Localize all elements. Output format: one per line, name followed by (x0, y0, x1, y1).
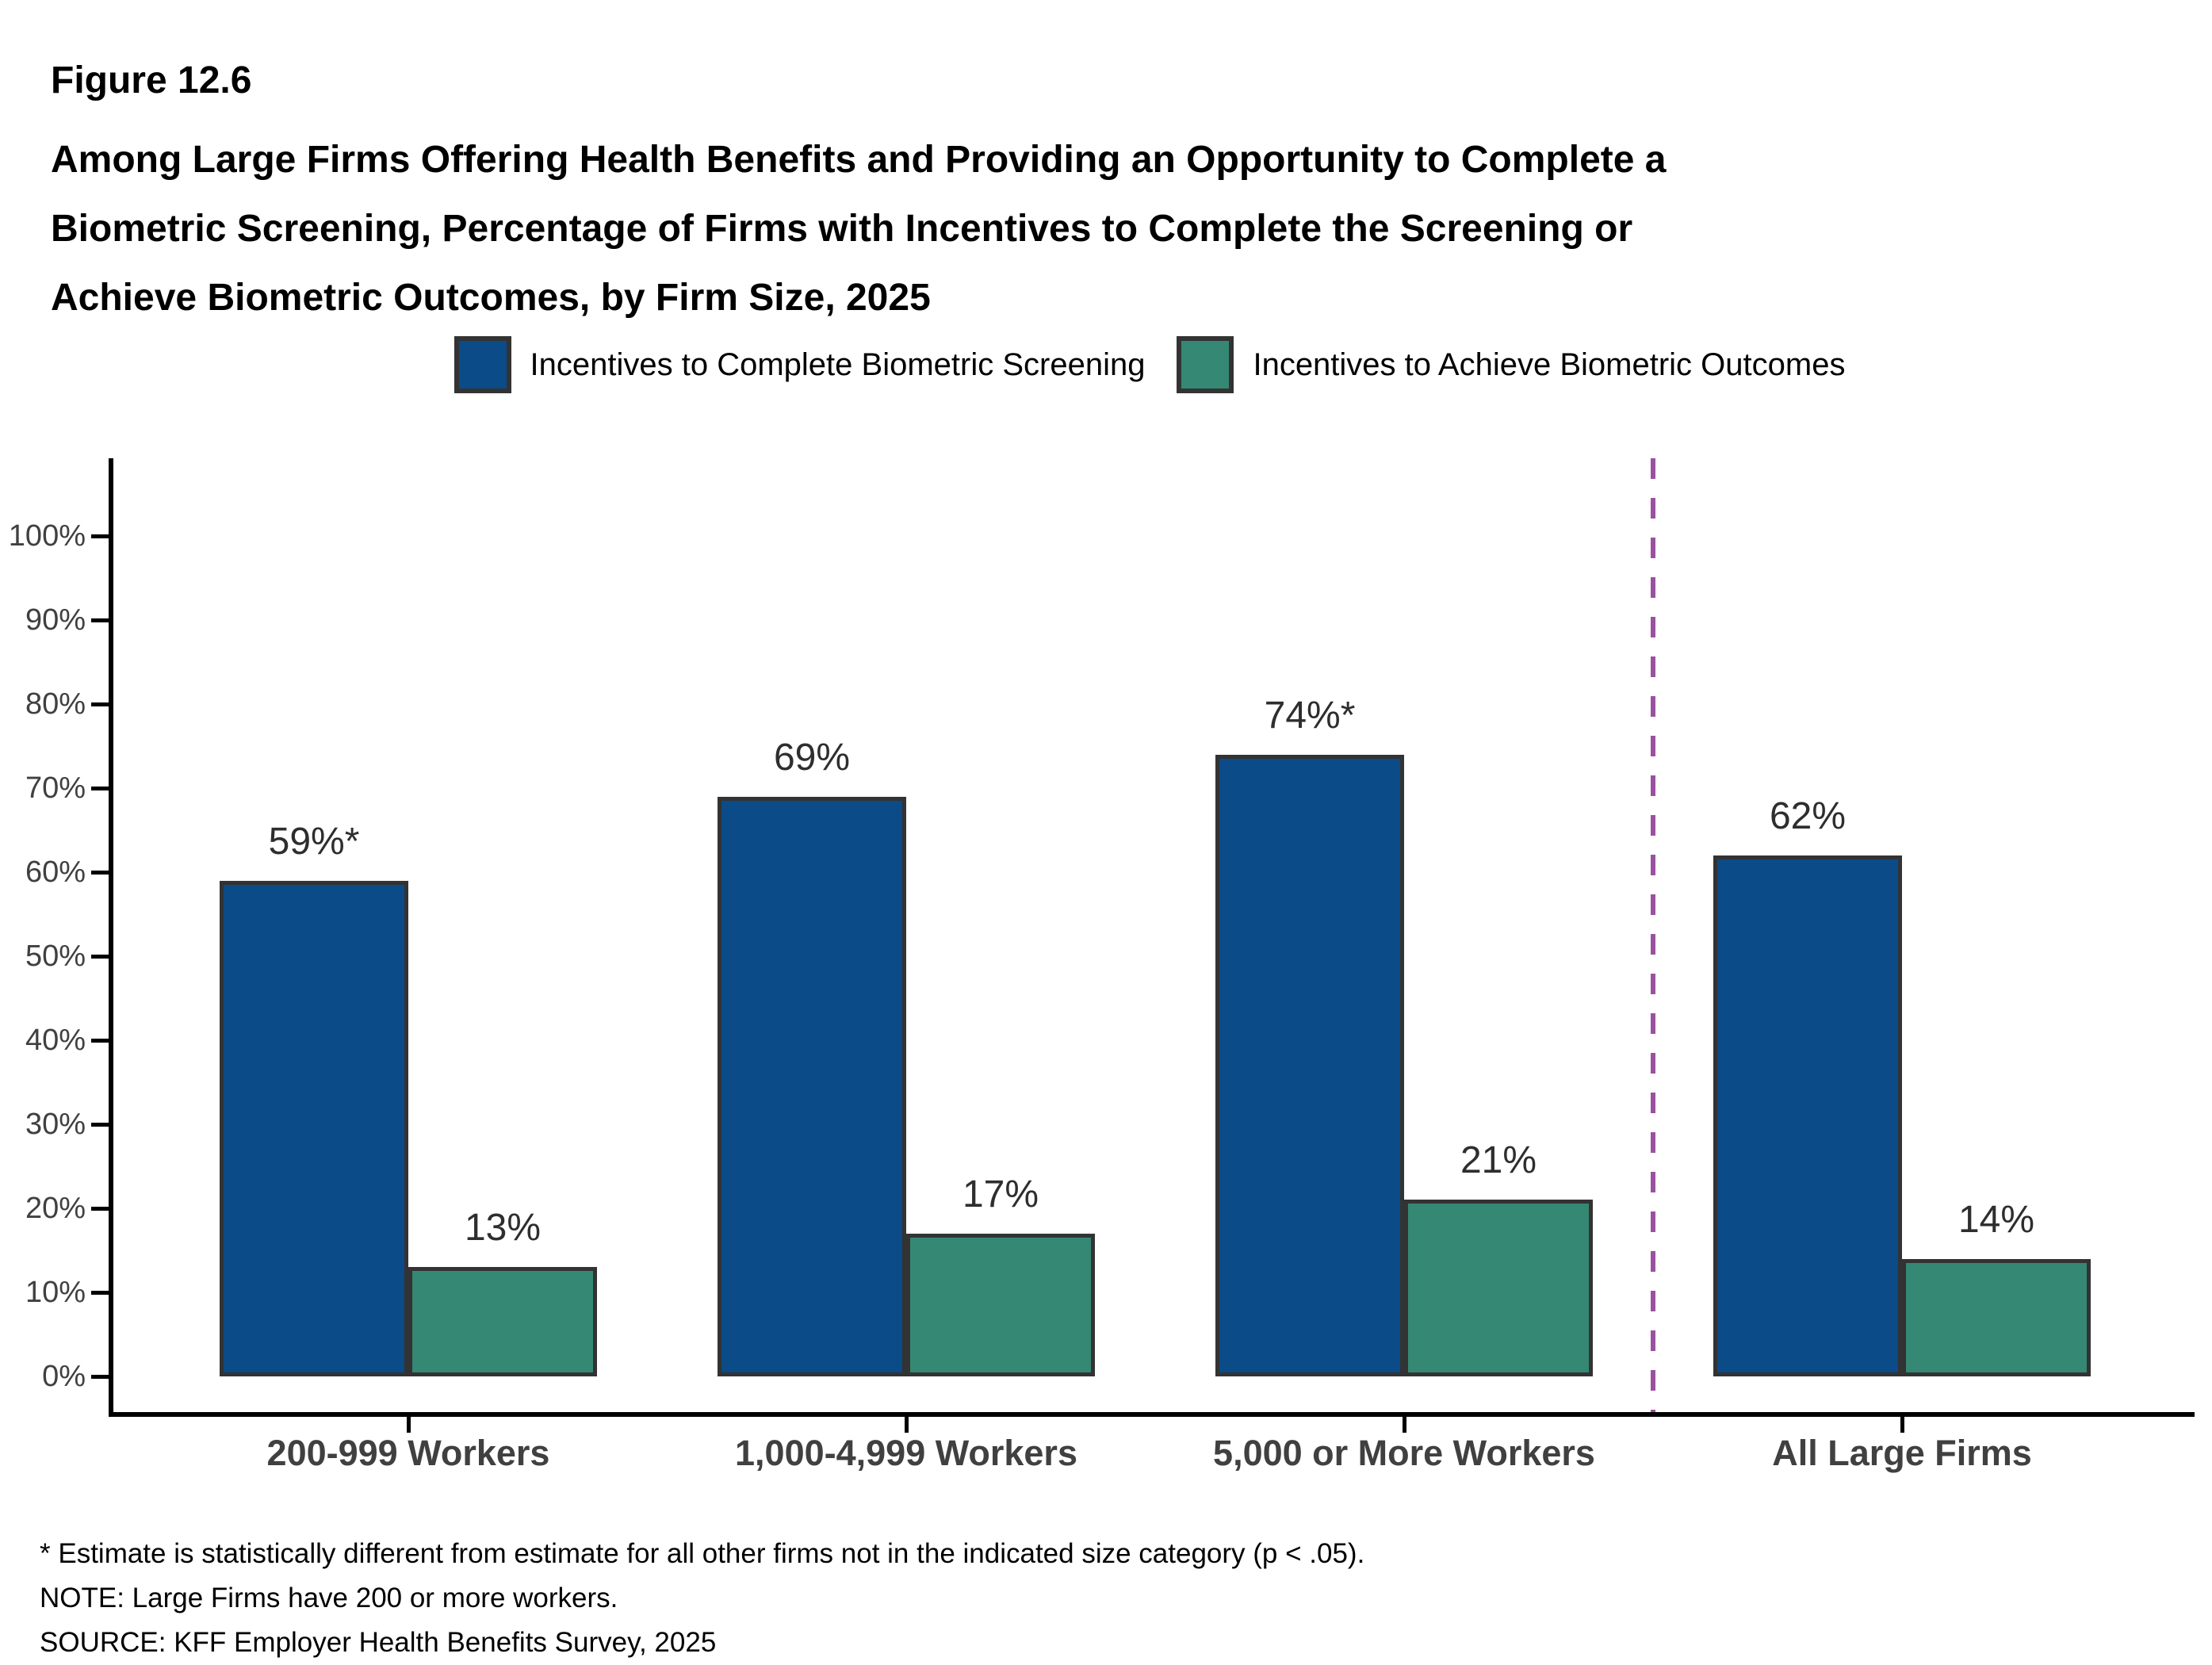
figure-number: Figure 12.6 (51, 59, 252, 101)
y-axis-tick-label: 90% (25, 603, 86, 637)
footnotes: * Estimate is statistically different fr… (40, 1532, 2141, 1665)
y-axis-tick (91, 871, 109, 875)
figure-title-line: Biometric Screening, Percentage of Firms… (51, 208, 1633, 250)
category-label: 5,000 or More Workers (1213, 1433, 1595, 1473)
y-axis-tick-label: 50% (25, 940, 86, 973)
bar-value-label: 17% (962, 1173, 1039, 1215)
bar (220, 881, 408, 1376)
figure-title-line: Achieve Biometric Outcomes, by Firm Size… (51, 277, 931, 319)
y-axis-tick-label: 80% (25, 687, 86, 721)
y-axis-tick-label: 40% (25, 1024, 86, 1057)
bar-value-label: 62% (1769, 795, 1847, 837)
legend-label: Incentives to Achieve Biometric Outcomes (1253, 346, 1846, 382)
y-axis-tick (91, 955, 109, 959)
bar (718, 797, 906, 1376)
separator-dashed-line (1651, 458, 1655, 1412)
bar (906, 1234, 1095, 1376)
figure-header: Figure 12.6 Among Large Firms Offering H… (51, 57, 2112, 332)
bar-value-label: 69% (773, 737, 851, 779)
x-axis-line (109, 1412, 2195, 1417)
bar-value-label: 13% (464, 1207, 542, 1249)
legend-swatch-icon (453, 336, 511, 393)
bar (1902, 1259, 2091, 1376)
y-axis-line (109, 458, 113, 1417)
category-label: All Large Firms (1772, 1433, 2032, 1473)
bar-value-label: 21% (1460, 1139, 1537, 1181)
y-axis-tick-label: 30% (25, 1108, 86, 1141)
y-axis-tick (91, 1207, 109, 1211)
category-label: 1,000-4,999 Workers (735, 1433, 1077, 1473)
y-axis-tick (91, 1039, 109, 1043)
bar-value-label: 14% (1958, 1199, 2035, 1241)
x-axis-tick (1403, 1417, 1406, 1433)
bar (1713, 855, 1902, 1376)
y-axis-tick (91, 787, 109, 790)
figure-title: Among Large Firms Offering Health Benefi… (51, 125, 2112, 332)
x-axis-tick (407, 1417, 411, 1433)
y-axis-tick (91, 618, 109, 622)
y-axis-tick (91, 1291, 109, 1295)
chart-legend: Incentives to Complete Biometric Screeni… (111, 336, 2188, 393)
legend-item: Incentives to Achieve Biometric Outcomes (1177, 336, 1845, 393)
y-axis-tick (91, 1123, 109, 1127)
bar-value-label: 59%* (268, 821, 360, 863)
category-label: 200-999 Workers (266, 1433, 550, 1473)
legend-item: Incentives to Complete Biometric Screeni… (453, 336, 1146, 393)
bar (1215, 755, 1404, 1376)
y-axis-tick-label: 20% (25, 1192, 86, 1225)
figure-title-line: Among Large Firms Offering Health Benefi… (51, 139, 1667, 181)
footnote-line: NOTE: Large Firms have 200 or more worke… (40, 1583, 618, 1613)
bar-value-label: 74%* (1264, 695, 1356, 737)
y-axis-tick-label: 70% (25, 771, 86, 805)
x-axis-tick (905, 1417, 909, 1433)
y-axis-tick (91, 702, 109, 706)
bar (408, 1267, 597, 1376)
y-axis-tick-label: 100% (8, 519, 86, 553)
y-axis-tick-label: 0% (42, 1360, 86, 1393)
y-axis-tick-label: 10% (25, 1276, 86, 1309)
y-axis-tick (91, 534, 109, 538)
y-axis-tick (91, 1375, 109, 1379)
y-axis-tick-label: 60% (25, 855, 86, 889)
x-axis-tick (1900, 1417, 1904, 1433)
bar (1404, 1200, 1593, 1376)
footnote-line: * Estimate is statistically different fr… (40, 1538, 1365, 1569)
footnote-line: SOURCE: KFF Employer Health Benefits Sur… (40, 1627, 717, 1658)
legend-swatch-icon (1177, 336, 1234, 393)
legend-label: Incentives to Complete Biometric Screeni… (530, 346, 1146, 382)
